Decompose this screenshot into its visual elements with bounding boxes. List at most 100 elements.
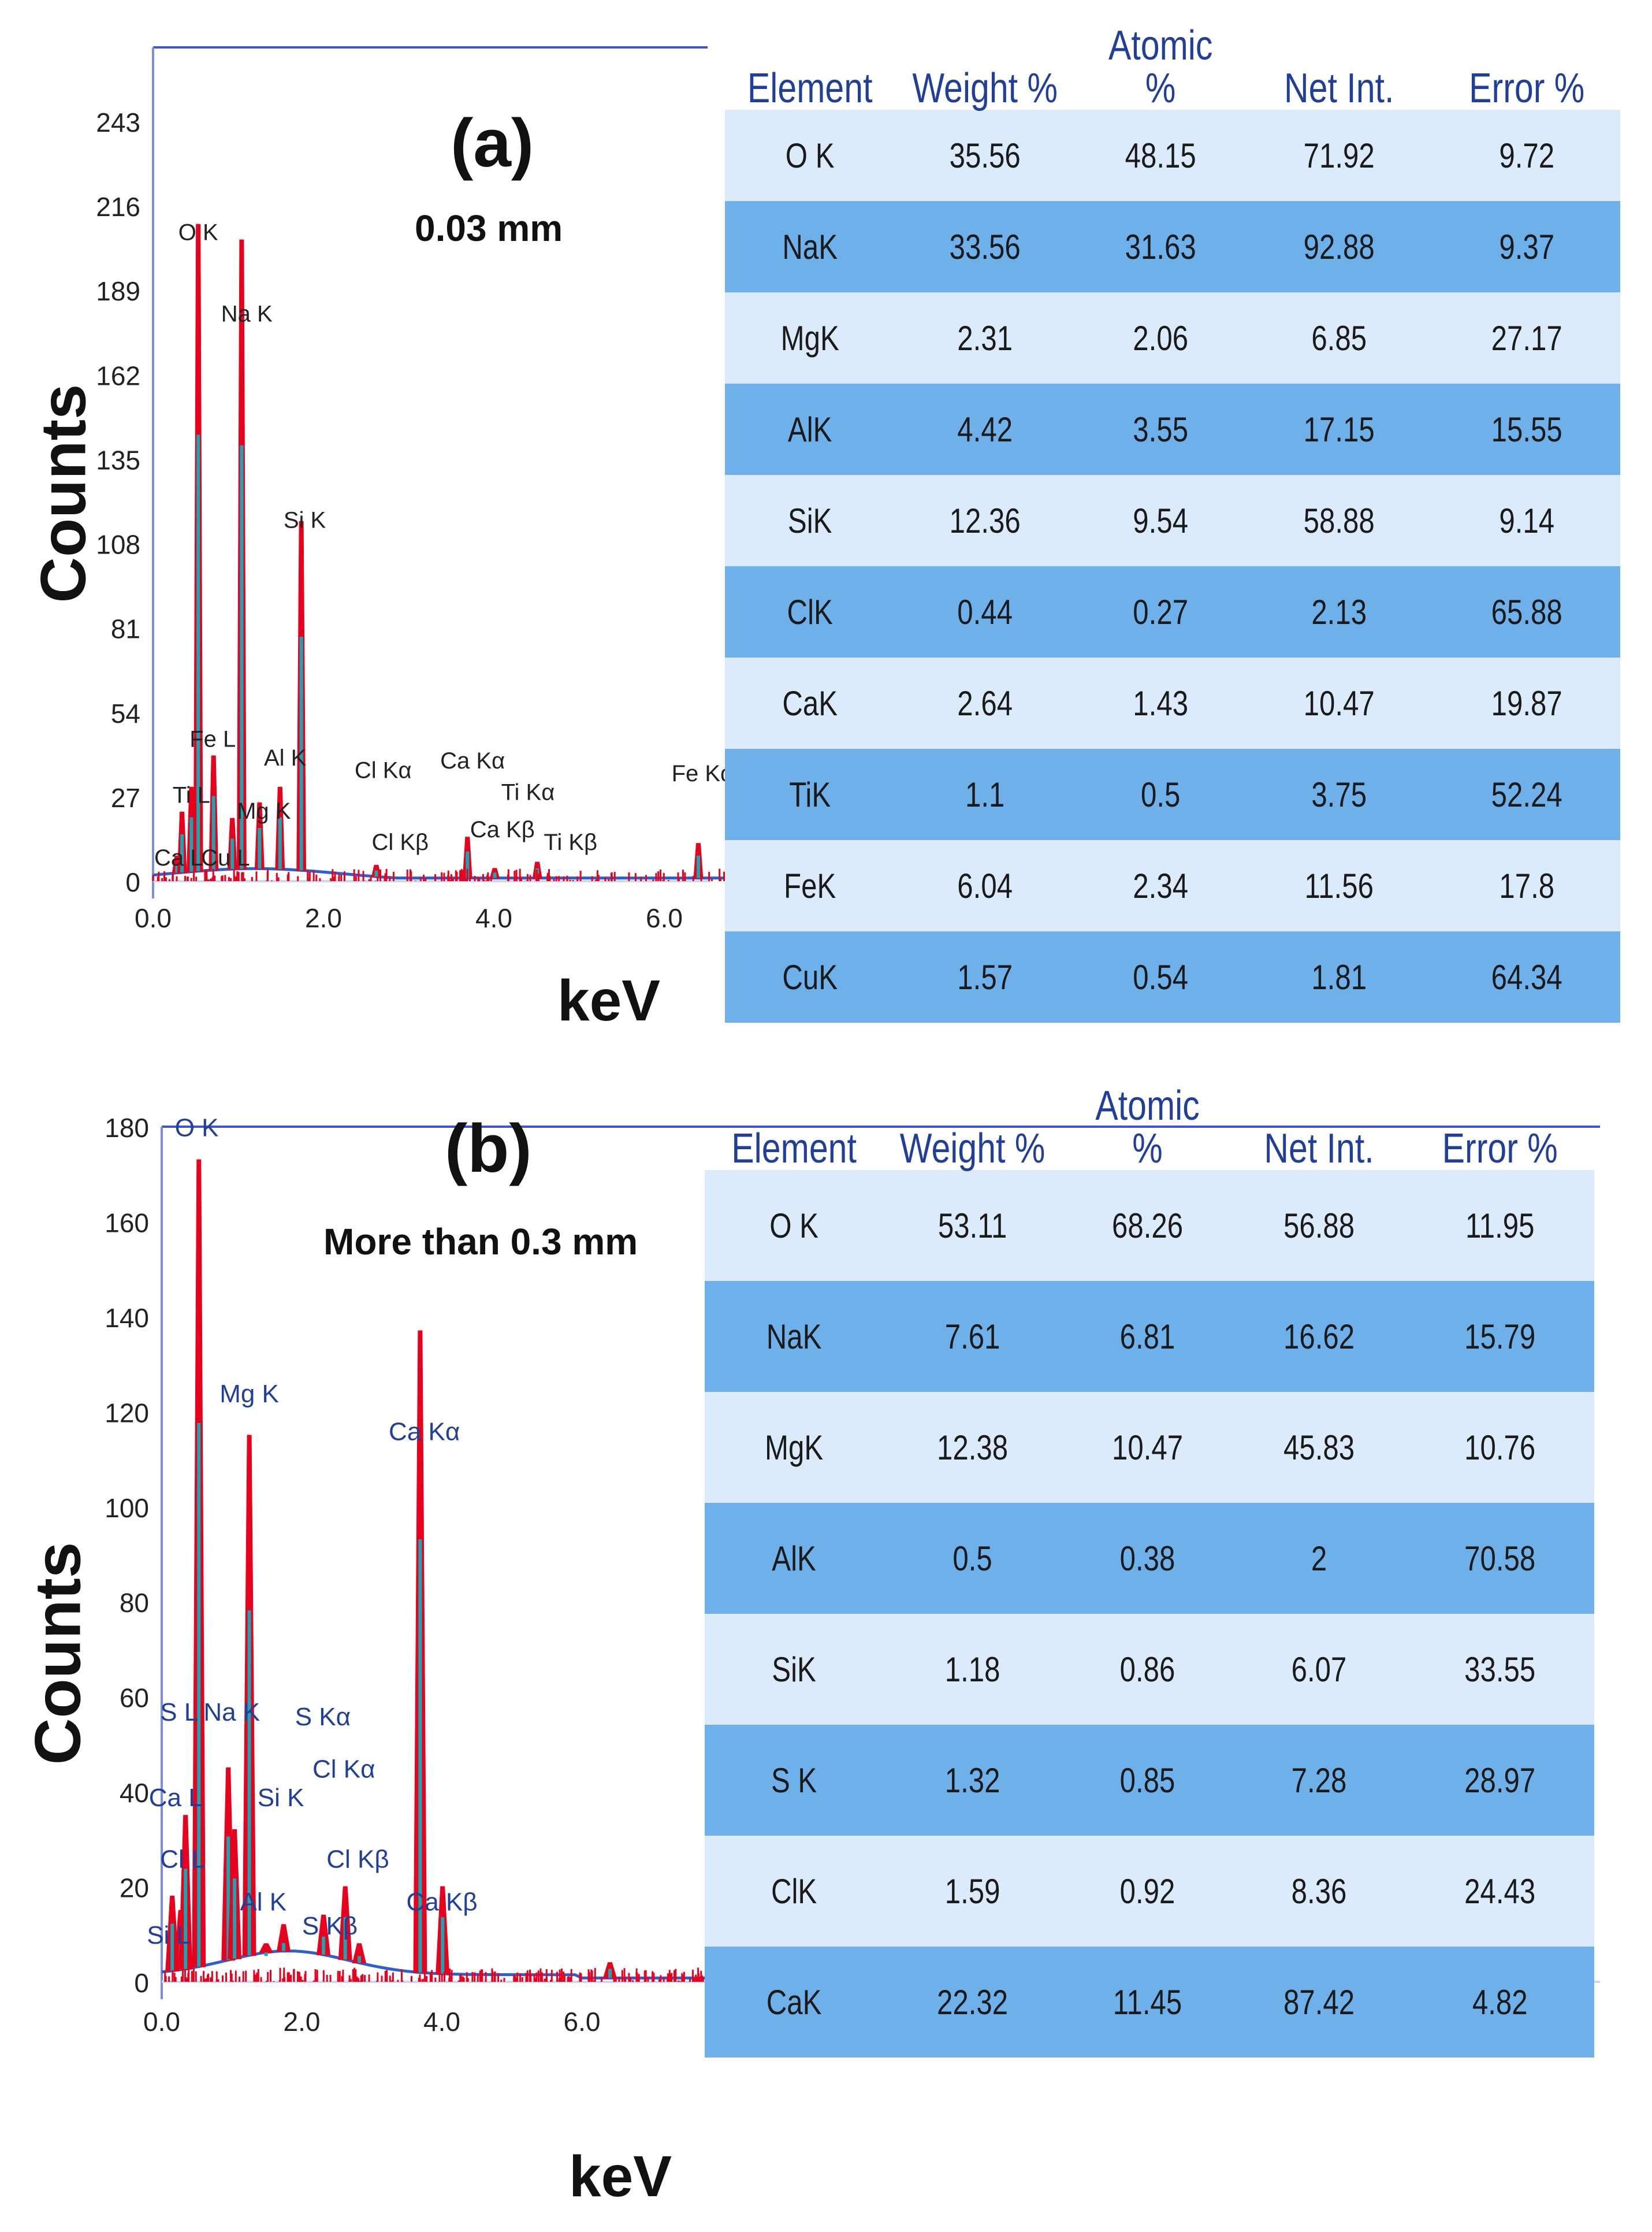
panel-a: 0 27 54 81 108 135 162 189 216 243 0.0 2.0 4.0 6.0 O K… [0, 0, 1652, 1040]
col-header-weight: Weight % [912, 65, 1058, 112]
spectrum-chart-b: 0 20 40 60 80 100 120 140 160 180 0.0 2.0 4.0 6.0 8.0 1… [105, 1113, 1600, 2037]
cell-net-int: 58.88 [1303, 501, 1375, 540]
cell-error: 28.97 [1464, 1761, 1535, 1800]
cell-weight: 0.5 [952, 1539, 993, 1578]
cell-net-int: 3.75 [1311, 775, 1367, 814]
cell-atomic: 0.85 [1120, 1761, 1175, 1800]
col-header-error: Error % [1442, 1126, 1558, 1172]
peak-label: Si L [147, 1921, 191, 1949]
cell-element: TiK [789, 775, 831, 814]
cell-error: 17.8 [1498, 866, 1554, 905]
peak-label: Al K [240, 1888, 287, 1917]
table-row: O K 53.11 68.26 56.88 11.95 [705, 1170, 1594, 1281]
cell-atomic: 10.47 [1112, 1428, 1184, 1467]
col-header-net: Net Int. [1284, 65, 1394, 112]
x-tick-label: 2.0 [305, 903, 342, 933]
x-tick-label: 6.0 [564, 2007, 601, 2037]
y-tick-label: 160 [105, 1208, 149, 1238]
cell-element: AlK [772, 1539, 816, 1578]
x-tick-label: 8.0 [704, 2007, 741, 2037]
panel-a-label: (a) [451, 105, 534, 181]
cell-net-int: 6.07 [1292, 1650, 1347, 1689]
table-row: NaK 33.56 31.63 92.88 9.37 [725, 201, 1620, 292]
cell-atomic: 0.5 [1140, 775, 1181, 814]
table-row: CuK 1.57 0.54 1.81 64.34 [725, 931, 1620, 1023]
col-header-net: Net Int. [1264, 1126, 1375, 1172]
peak-label: Ti Kβ [544, 830, 597, 855]
cell-weight: 35.56 [949, 136, 1021, 175]
table-row: AlK 0.5 0.38 2 70.58 [705, 1503, 1594, 1614]
x-tick-label: 4.0 [475, 903, 512, 933]
spectrum-peak [276, 1924, 291, 1952]
table-row: FeK 6.04 2.34 11.56 17.8 [725, 840, 1620, 931]
y-tick-label: 80 [120, 1588, 149, 1618]
cell-error: 33.55 [1464, 1650, 1535, 1689]
peak-label: Fe Kα [672, 761, 728, 786]
cell-weight: 1.18 [944, 1650, 1000, 1689]
y-tick-label: 20 [120, 1873, 149, 1903]
cell-weight: 1.59 [944, 1871, 1000, 1911]
cell-atomic: 11.45 [1113, 1982, 1182, 2022]
cell-element: NaK [782, 227, 838, 266]
cell-weight: 33.56 [949, 227, 1021, 266]
table-row: MgK 12.38 10.47 45.83 10.76 [705, 1392, 1594, 1503]
cell-net-int: 7.28 [1292, 1761, 1347, 1800]
cell-element: O K [785, 136, 835, 175]
cell-error: 24.43 [1464, 1871, 1535, 1911]
cell-error: 9.14 [1498, 501, 1554, 540]
cell-atomic: 0.54 [1133, 957, 1188, 997]
cell-element: S K [771, 1761, 817, 1800]
col-header-atomic-bottom: % [1132, 1126, 1163, 1172]
table-row: CaK 22.32 11.45 87.42 4.82 [705, 1947, 1594, 2058]
peak-label: Si K [284, 507, 326, 533]
x-tick-label: 18.0 [1397, 2007, 1449, 2037]
peak-label: Cl Kα [355, 757, 412, 783]
peak-label: Ca L [149, 1784, 203, 1812]
table-row: TiK 1.1 0.5 3.75 52.24 [725, 749, 1620, 840]
panel-a-subtitle: 0.03 mm [415, 207, 563, 249]
cell-net-int: 56.88 [1283, 1206, 1355, 1245]
cell-element: ClK [771, 1871, 817, 1911]
cell-error: 70.58 [1464, 1539, 1535, 1578]
x-tick-label: 14.0 [1117, 2007, 1169, 2037]
cell-atomic: 68.26 [1112, 1206, 1184, 1245]
peak-label: Ca Kβ [470, 817, 535, 842]
y-tick-label: 216 [96, 192, 140, 222]
peak-label: S Kα [295, 1703, 351, 1731]
peak-label: S L [160, 1698, 198, 1726]
peak-label: Cl Kβ [371, 830, 429, 855]
y-tick-label: 40 [120, 1778, 149, 1808]
cell-net-int: 2 [1311, 1539, 1327, 1578]
cell-error: 65.88 [1491, 592, 1562, 632]
peak-label: Si K [258, 1784, 304, 1812]
eds-table-b: Element Weight % Atomic% Net Int. Error … [705, 1057, 1594, 2058]
cell-atomic: 2.06 [1133, 318, 1188, 358]
x-axis-label-b: keV [569, 2144, 672, 2209]
y-tick-label: 81 [111, 614, 140, 644]
cell-element: MgK [765, 1428, 824, 1467]
cell-weight: 0.44 [957, 592, 1013, 632]
background-curve [161, 1949, 1562, 1980]
cell-atomic: 0.86 [1120, 1650, 1175, 1689]
cell-weight: 2.31 [957, 318, 1013, 358]
cell-error: 15.55 [1491, 410, 1562, 449]
cell-error: 64.34 [1491, 957, 1562, 997]
cell-atomic: 3.55 [1133, 410, 1188, 449]
cell-element: O K [769, 1206, 818, 1245]
cell-element: CaK [782, 684, 838, 723]
cell-error: 52.24 [1491, 775, 1562, 814]
panel-b-subtitle: More than 0.3 mm [323, 1221, 638, 1262]
y-tick-label: 162 [96, 361, 140, 391]
table-row: SiK 1.18 0.86 6.07 33.55 [705, 1614, 1594, 1725]
peak-label: Ca Kα [440, 748, 505, 774]
cell-weight: 7.61 [944, 1317, 1000, 1356]
peak-label: Cl Kα [312, 1755, 375, 1783]
cell-element: AlK [787, 410, 832, 449]
cell-element: SiK [787, 501, 832, 540]
col-header-atomic-top: Atomic [1108, 23, 1213, 69]
cell-weight: 1.32 [944, 1761, 1000, 1800]
peak-label: Al K [264, 745, 307, 771]
cell-net-int: 2.13 [1311, 592, 1367, 632]
cell-net-int: 6.85 [1311, 318, 1367, 358]
cell-atomic: 0.38 [1120, 1539, 1175, 1578]
